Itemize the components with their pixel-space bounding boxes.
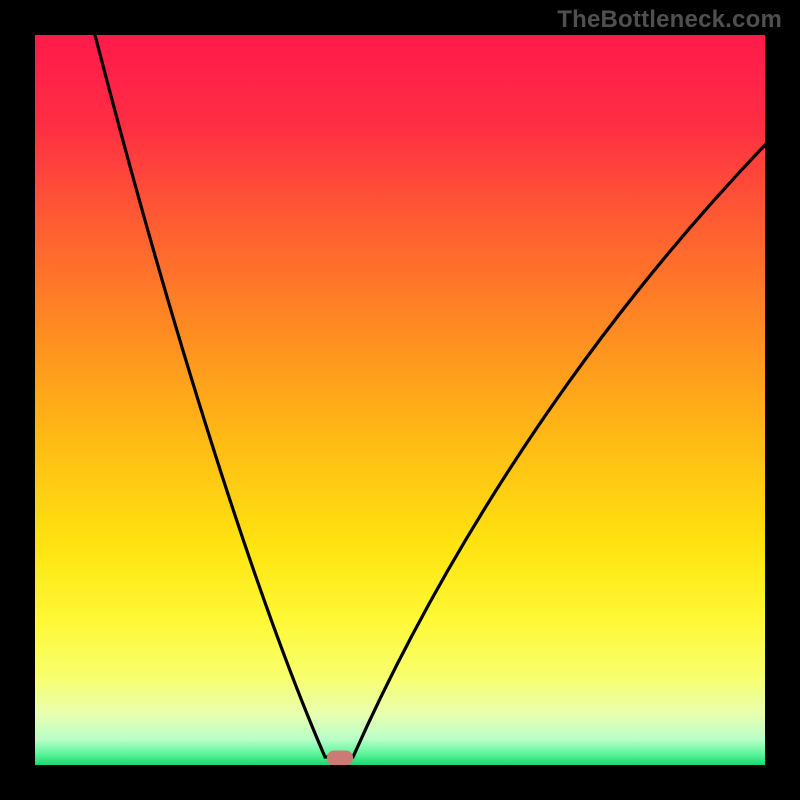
optimum-marker (327, 751, 353, 766)
chart-frame: TheBottleneck.com (0, 0, 800, 800)
watermark-text: TheBottleneck.com (557, 6, 782, 34)
chart-svg (35, 35, 765, 765)
plot-area (35, 35, 765, 765)
